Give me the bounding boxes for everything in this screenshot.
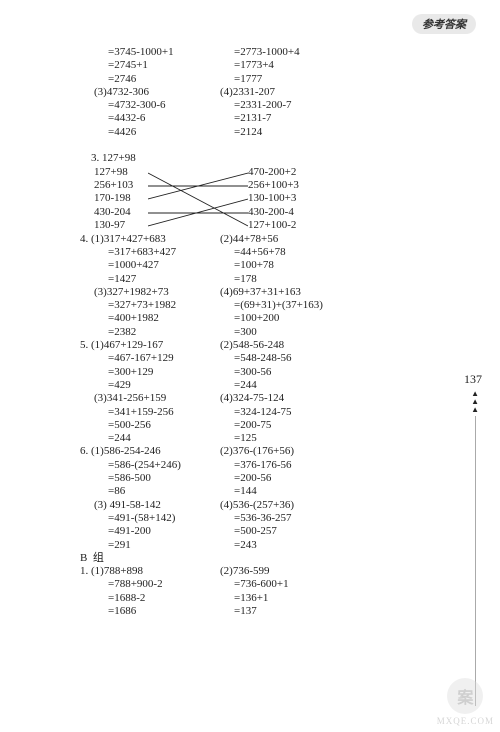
match-right-item: 430-200-4 bbox=[248, 206, 368, 219]
question-label: 4. (1)317+427+683 bbox=[80, 233, 220, 246]
calc-line: =2131-7 bbox=[220, 112, 370, 125]
match-left-item: 170-198 bbox=[94, 192, 150, 205]
calc-line: =376-176-56 bbox=[220, 459, 370, 472]
calc-line: =100+200 bbox=[220, 312, 370, 325]
match-right-item: 127+100-2 bbox=[248, 219, 368, 232]
calc-line: =341+159-256 bbox=[80, 406, 220, 419]
calc-line: =2124 bbox=[220, 126, 370, 139]
calc-line: =1777 bbox=[220, 73, 370, 86]
calc-line: =4732-300-6 bbox=[80, 99, 220, 112]
problem-heading: (3) 491-58-142 bbox=[80, 499, 220, 512]
problem-heading: (2)44+78+56 bbox=[220, 233, 370, 246]
watermark-text: MXQE.COM bbox=[437, 716, 494, 726]
calc-line: =536-36-257 bbox=[220, 512, 370, 525]
calc-line: =500-257 bbox=[220, 525, 370, 538]
calc-line: =100+78 bbox=[220, 259, 370, 272]
calc-line: =2745+1 bbox=[80, 59, 220, 72]
match-left-item: 430-204 bbox=[94, 206, 150, 219]
margin-arrows-icon: ▲▲▲ bbox=[471, 390, 479, 414]
answer-content: =3745-1000+1 =2745+1 =2746 =2773-1000+4 … bbox=[80, 46, 380, 618]
calc-line: =491-(58+142) bbox=[80, 512, 220, 525]
calc-line: =2331-200-7 bbox=[220, 99, 370, 112]
problem-heading: (4)69+37+31+163 bbox=[220, 286, 370, 299]
problem-heading: (4)536-(257+36) bbox=[220, 499, 370, 512]
question-label: 1. (1)788+898 bbox=[80, 565, 220, 578]
match-lines bbox=[148, 166, 248, 233]
calc-line: =548-248-56 bbox=[220, 352, 370, 365]
calc-line: =2382 bbox=[80, 326, 220, 339]
calc-line: =2773-1000+4 bbox=[220, 46, 370, 59]
calc-line: =200-75 bbox=[220, 419, 370, 432]
calc-line: =291 bbox=[80, 539, 220, 552]
problem-heading: (2)736-599 bbox=[220, 565, 370, 578]
question-label: 5. (1)467+129-167 bbox=[80, 339, 220, 352]
calc-line: =324-124-75 bbox=[220, 406, 370, 419]
calc-line: =137 bbox=[220, 605, 370, 618]
calc-line: =1000+427 bbox=[80, 259, 220, 272]
calc-line: =144 bbox=[220, 485, 370, 498]
calc-line: =244 bbox=[80, 432, 220, 445]
problem-heading: (4)2331-207 bbox=[220, 86, 370, 99]
calc-line: =(69+31)+(37+163) bbox=[220, 299, 370, 312]
calc-line: =125 bbox=[220, 432, 370, 445]
calc-line: =317+683+427 bbox=[80, 246, 220, 259]
problem-heading: (3)341-256+159 bbox=[80, 392, 220, 405]
calc-line: =86 bbox=[80, 485, 220, 498]
watermark: 案 MXQE.COM bbox=[437, 678, 494, 726]
calc-line: =1686 bbox=[80, 605, 220, 618]
calc-line: =429 bbox=[80, 379, 220, 392]
page-number: 137 bbox=[464, 372, 482, 387]
problem-heading: (2)376-(176+56) bbox=[220, 445, 370, 458]
calc-line: =178 bbox=[220, 273, 370, 286]
calc-line: =586-500 bbox=[80, 472, 220, 485]
calc-line: =300+129 bbox=[80, 366, 220, 379]
match-left-item: 127+98 bbox=[94, 166, 150, 179]
problem-heading: (2)548-56-248 bbox=[220, 339, 370, 352]
calc-line: =736-600+1 bbox=[220, 578, 370, 591]
calc-line: =4432-6 bbox=[80, 112, 220, 125]
calc-line: =243 bbox=[220, 539, 370, 552]
calc-line: =500-256 bbox=[80, 419, 220, 432]
calc-line: =200-56 bbox=[220, 472, 370, 485]
calc-line: =300-56 bbox=[220, 366, 370, 379]
match-right-item: 130-100+3 bbox=[248, 192, 368, 205]
calc-line: =491-200 bbox=[80, 525, 220, 538]
calc-line: =467-167+129 bbox=[80, 352, 220, 365]
problem-heading: (4)324-75-124 bbox=[220, 392, 370, 405]
calc-line: =44+56+78 bbox=[220, 246, 370, 259]
header-answer-badge: 参考答案 bbox=[412, 14, 476, 34]
match-left-item: 130-97 bbox=[94, 219, 150, 232]
calc-line: =244 bbox=[220, 379, 370, 392]
calc-line: =1427 bbox=[80, 273, 220, 286]
problem-heading: (3)327+1982+73 bbox=[80, 286, 220, 299]
calc-line: =400+1982 bbox=[80, 312, 220, 325]
calc-line: =327+73+1982 bbox=[80, 299, 220, 312]
calc-line: =136+1 bbox=[220, 592, 370, 605]
calc-line: =1688-2 bbox=[80, 592, 220, 605]
calc-line: =788+900-2 bbox=[80, 578, 220, 591]
match-left-item: 256+103 bbox=[94, 179, 150, 192]
match-right-item: 470-200+2 bbox=[248, 166, 368, 179]
watermark-circle-icon: 案 bbox=[447, 678, 483, 714]
calc-line: =586-(254+246) bbox=[80, 459, 220, 472]
calc-line: =2746 bbox=[80, 73, 220, 86]
question-label: 6. (1)586-254-246 bbox=[80, 445, 220, 458]
group-b-label: B 组 bbox=[80, 552, 380, 565]
calc-line: =4426 bbox=[80, 126, 220, 139]
matching-diagram: 127+98 256+103 170-198 430-204 130-97 47… bbox=[80, 166, 380, 233]
calc-line: =1773+4 bbox=[220, 59, 370, 72]
match-right-item: 256+100+3 bbox=[248, 179, 368, 192]
calc-line: =3745-1000+1 bbox=[80, 46, 220, 59]
margin-line bbox=[475, 416, 476, 706]
problem-heading: (3)4732-306 bbox=[80, 86, 220, 99]
calc-line: =300 bbox=[220, 326, 370, 339]
